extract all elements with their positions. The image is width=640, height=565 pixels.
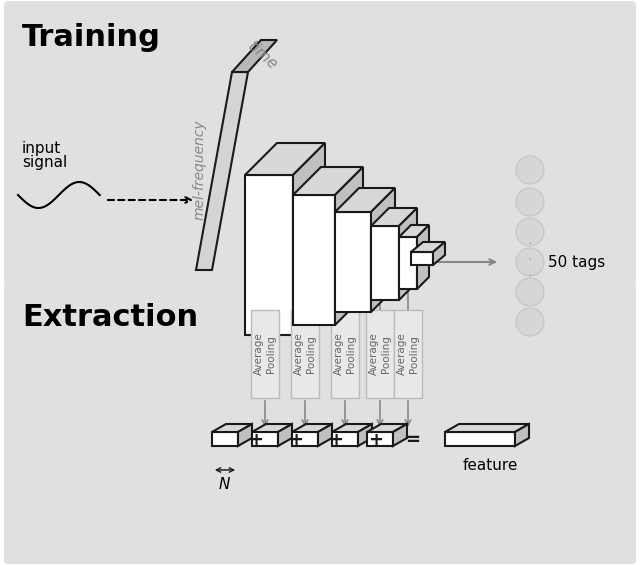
Polygon shape	[371, 226, 399, 300]
Text: Average
Pooling: Average Pooling	[294, 333, 316, 375]
Polygon shape	[515, 424, 529, 446]
FancyBboxPatch shape	[4, 284, 636, 564]
Text: +: +	[289, 431, 303, 449]
Polygon shape	[335, 167, 363, 325]
Polygon shape	[433, 242, 445, 265]
FancyBboxPatch shape	[4, 1, 636, 286]
Polygon shape	[399, 225, 429, 237]
Polygon shape	[318, 424, 332, 446]
Polygon shape	[358, 424, 372, 446]
Circle shape	[516, 156, 544, 184]
FancyBboxPatch shape	[366, 310, 394, 398]
Text: 50 tags: 50 tags	[548, 254, 605, 270]
Polygon shape	[292, 432, 318, 446]
Text: mel-frequency: mel-frequency	[193, 120, 207, 220]
Text: Average
Pooling: Average Pooling	[397, 333, 419, 375]
Polygon shape	[371, 188, 395, 312]
Polygon shape	[293, 195, 335, 325]
Circle shape	[516, 188, 544, 216]
Polygon shape	[245, 143, 325, 175]
Polygon shape	[367, 424, 407, 432]
Text: +: +	[248, 431, 264, 449]
Text: Average
Pooling: Average Pooling	[254, 333, 276, 375]
Circle shape	[516, 248, 544, 276]
Polygon shape	[238, 424, 252, 446]
Polygon shape	[445, 432, 515, 446]
Polygon shape	[292, 424, 332, 432]
Text: input: input	[22, 141, 61, 155]
Polygon shape	[293, 167, 363, 195]
Polygon shape	[232, 40, 277, 72]
Text: +: +	[328, 431, 344, 449]
Text: time: time	[244, 38, 280, 72]
FancyBboxPatch shape	[394, 310, 422, 398]
Polygon shape	[393, 424, 407, 446]
Polygon shape	[399, 237, 417, 289]
Text: Average
Pooling: Average Pooling	[369, 333, 391, 375]
Polygon shape	[335, 212, 371, 312]
Text: Training: Training	[22, 24, 161, 53]
FancyBboxPatch shape	[331, 310, 359, 398]
Polygon shape	[278, 424, 292, 446]
Text: $N$: $N$	[218, 476, 232, 492]
Polygon shape	[252, 432, 278, 446]
Polygon shape	[399, 208, 417, 300]
Polygon shape	[293, 143, 325, 335]
Text: =: =	[406, 431, 420, 449]
Polygon shape	[252, 424, 292, 432]
Text: Average
Pooling: Average Pooling	[334, 333, 356, 375]
Polygon shape	[332, 432, 358, 446]
Polygon shape	[371, 208, 417, 226]
FancyBboxPatch shape	[291, 310, 319, 398]
Text: +: +	[369, 431, 383, 449]
Text: signal: signal	[22, 154, 67, 170]
Polygon shape	[332, 424, 372, 432]
Text: feature: feature	[462, 459, 518, 473]
Polygon shape	[445, 424, 529, 432]
Polygon shape	[411, 242, 445, 252]
Polygon shape	[245, 175, 293, 335]
Polygon shape	[367, 432, 393, 446]
Circle shape	[516, 218, 544, 246]
Polygon shape	[212, 432, 238, 446]
Circle shape	[516, 308, 544, 336]
Text: Extraction: Extraction	[22, 303, 198, 332]
Circle shape	[516, 278, 544, 306]
Polygon shape	[196, 72, 248, 270]
Text: ···: ···	[220, 465, 230, 475]
Polygon shape	[411, 252, 433, 265]
Polygon shape	[417, 225, 429, 289]
Polygon shape	[335, 188, 395, 212]
Text: ·
·
·: · · ·	[528, 237, 532, 283]
FancyBboxPatch shape	[251, 310, 279, 398]
Polygon shape	[212, 424, 252, 432]
